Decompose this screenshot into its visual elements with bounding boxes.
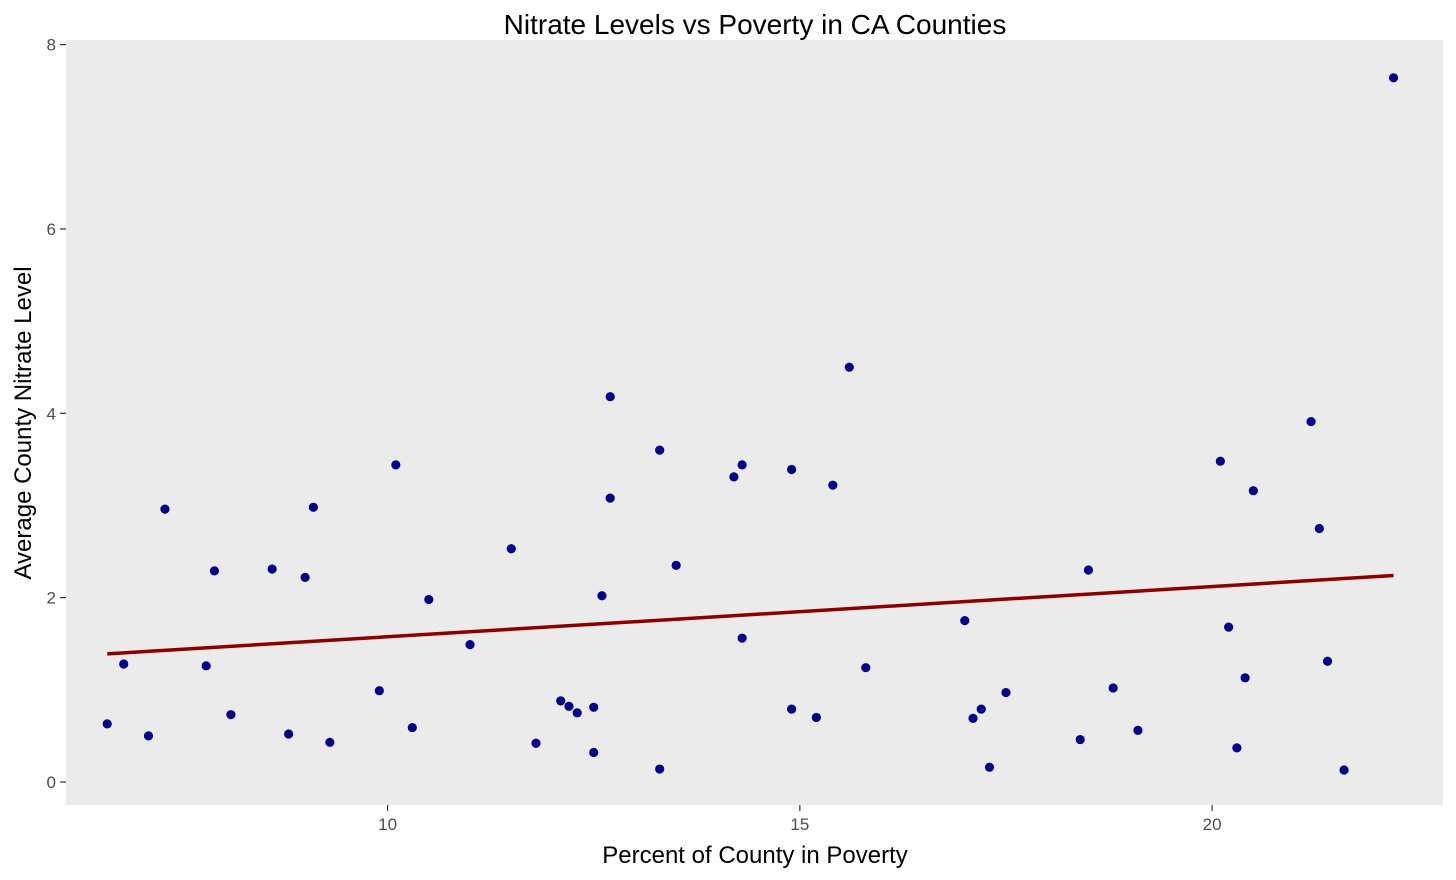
y-tick-label: 2 — [47, 589, 56, 608]
trend-layer — [107, 573, 1394, 656]
data-point — [1248, 486, 1258, 496]
data-point — [1215, 456, 1225, 466]
data-point — [605, 493, 615, 503]
data-point — [424, 594, 434, 605]
data-point — [597, 591, 607, 601]
data-point — [1322, 656, 1333, 666]
data-point — [531, 738, 541, 748]
data-point — [1388, 73, 1399, 83]
points-layer — [102, 73, 1399, 775]
x-tick-label: 10 — [378, 815, 397, 834]
y-tick-label: 6 — [47, 220, 56, 239]
data-point — [325, 737, 335, 747]
data-point — [1083, 565, 1094, 575]
data-point — [828, 480, 838, 490]
data-point — [976, 704, 986, 714]
data-point — [308, 502, 318, 512]
data-point — [811, 712, 821, 723]
x-tick-label: 20 — [1203, 815, 1222, 834]
data-point — [1075, 734, 1085, 745]
data-point — [737, 633, 747, 643]
data-point — [572, 708, 582, 718]
data-point — [671, 560, 681, 570]
data-point — [960, 616, 970, 626]
data-point — [506, 544, 516, 554]
data-point — [605, 392, 615, 402]
data-point — [267, 564, 277, 574]
data-point — [1133, 725, 1143, 735]
data-point — [209, 566, 220, 576]
data-point — [1314, 523, 1324, 534]
data-point — [1001, 687, 1011, 698]
data-point — [655, 764, 665, 774]
x-tick-label: 15 — [790, 815, 809, 834]
data-point — [589, 702, 599, 712]
y-axis: 0 2 4 6 8 — [47, 36, 66, 792]
chart-title: Nitrate Levels vs Poverty in CA Counties — [504, 9, 1007, 40]
data-point — [160, 504, 170, 514]
data-point — [391, 460, 401, 470]
data-point — [844, 362, 854, 372]
data-point — [737, 460, 747, 470]
data-point — [556, 696, 566, 706]
data-point — [201, 661, 211, 671]
data-point — [465, 640, 475, 650]
data-point — [655, 445, 665, 455]
data-point — [284, 729, 294, 739]
trend-line — [107, 573, 1394, 656]
data-point — [1108, 683, 1118, 693]
data-point — [407, 722, 417, 733]
y-tick-label: 8 — [47, 36, 56, 55]
data-point — [787, 704, 797, 714]
data-point — [1232, 743, 1242, 753]
data-point — [1306, 416, 1316, 427]
data-point — [226, 710, 236, 720]
data-point — [1224, 622, 1234, 632]
plot-panel — [66, 40, 1443, 805]
y-tick-label: 0 — [47, 773, 56, 792]
y-axis-title: Average County Nitrate Level — [10, 266, 37, 579]
x-axis-title: Percent of County in Poverty — [602, 842, 907, 869]
x-axis: 10 15 20 — [378, 805, 1222, 834]
y-tick-label: 4 — [47, 404, 56, 423]
data-point — [729, 472, 739, 482]
data-point — [374, 686, 384, 696]
data-point — [564, 701, 574, 711]
data-point — [102, 719, 112, 729]
data-point — [143, 731, 154, 741]
data-point — [589, 747, 599, 758]
data-point — [787, 464, 797, 475]
data-point — [984, 762, 995, 772]
data-point — [119, 659, 129, 669]
data-point — [968, 713, 978, 723]
data-point — [1240, 673, 1250, 683]
data-point — [300, 572, 310, 582]
data-point — [1339, 765, 1349, 775]
data-point — [861, 663, 871, 673]
